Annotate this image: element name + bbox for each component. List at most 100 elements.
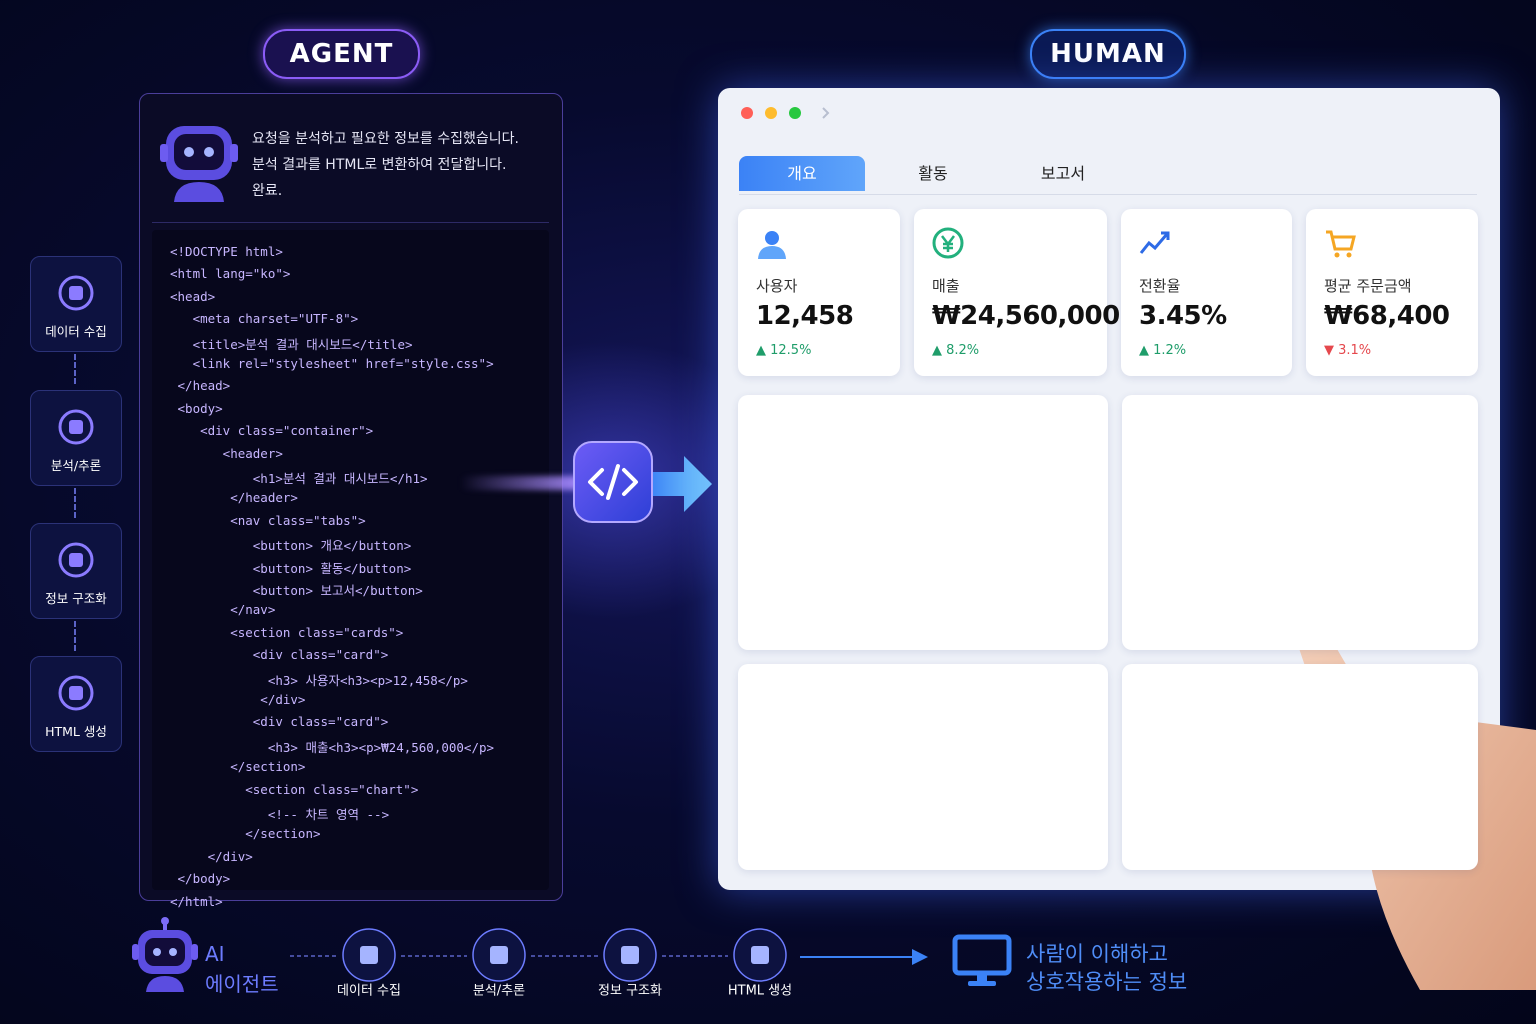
kpi-label: 매출 <box>932 277 960 295</box>
flow-step-circle <box>603 928 657 982</box>
code-line: </nav> <box>170 602 276 618</box>
kpi-icon <box>1326 230 1356 258</box>
flow-step-label: 데이터 수집 <box>337 984 401 999</box>
kpi-value: ₩68,400 <box>1324 301 1450 331</box>
tab[interactable]: 개요 <box>739 156 865 191</box>
code-block: <!DOCTYPE html> <html lang="ko"> <head> <m… <box>152 230 549 909</box>
flow-step-circle <box>472 928 526 982</box>
robot-icon <box>160 126 238 202</box>
code-line: </head> <box>170 378 231 394</box>
agent-message-line: 완료. <box>252 183 283 199</box>
code-line: <h1>분석 결과 대시보드</h1> <box>170 471 428 486</box>
code-line: <body> <box>170 400 223 416</box>
code-line: <!-- 차트 영역 --> <box>170 807 390 822</box>
code-line: <button> 보고서</button> <box>170 583 423 598</box>
agent-message-line: 분석 결과를 HTML로 변환하여 전달합니다. <box>252 157 507 173</box>
code-line: <button> 활동</button> <box>170 560 412 576</box>
activity-card <box>738 664 1108 870</box>
flow-step-label: 정보 구조화 <box>598 984 662 999</box>
code-line: <head> <box>170 288 216 304</box>
code-line: <html lang="ko"> <box>170 266 291 282</box>
kpi-card: 매출 ₩24,560,000 ▲ 8.2% <box>914 209 1120 376</box>
code-line: <title>분석 결과 대시보드</title> <box>170 336 413 352</box>
code-line: <div class="card"> <box>170 647 389 663</box>
kpi-label: 평균 주문금액 <box>1324 277 1412 295</box>
code-line: <header> <box>170 445 283 461</box>
agent-caption: AI <box>205 942 225 966</box>
flow-step-circle <box>733 928 787 982</box>
flow-step-circle <box>342 928 396 982</box>
tab-rule <box>739 194 1477 195</box>
kpi-value: 3.45% <box>1139 301 1227 331</box>
step-connector <box>74 354 76 384</box>
flow-arrow <box>800 949 928 965</box>
kpi-card: 전환율 3.45% ▲ 1.2% <box>1121 209 1292 376</box>
flow-step-label: HTML 생성 <box>728 984 792 999</box>
code-line: </html> <box>170 893 223 909</box>
code-line: <!DOCTYPE html> <box>170 244 283 259</box>
tab[interactable]: 보고서 <box>1040 164 1086 183</box>
step-connector <box>74 488 76 518</box>
chart-card <box>1122 395 1478 650</box>
flow-step-icon <box>751 946 769 964</box>
panel-divider <box>152 222 549 223</box>
pipeline-step: HTML 생성 <box>30 656 122 752</box>
code-icon <box>573 441 653 523</box>
step-icon <box>58 409 94 445</box>
kpi-change: ▲ 12.5% <box>756 343 812 358</box>
kpi-icon <box>1139 231 1170 254</box>
tab[interactable]: 활동 <box>918 164 948 183</box>
pipeline-step: 분석/추론 <box>30 390 122 486</box>
step-connector <box>74 621 76 651</box>
code-line: <h3> 매출<h3><p>₩24,560,000</p> <box>170 739 495 755</box>
code-line: <nav class="tabs"> <box>170 512 366 528</box>
beam <box>460 476 580 490</box>
result-caption: 사람이 이해하고 <box>1026 942 1168 966</box>
step-label: 데이터 수집 <box>45 324 107 339</box>
code-line: <button> 개요</button> <box>170 538 412 554</box>
goals-card <box>1122 664 1478 870</box>
result-caption: 상호작용하는 정보 <box>1026 970 1188 994</box>
flow-step-icon <box>621 946 639 964</box>
code-line: <section class="cards"> <box>170 624 404 640</box>
flow-step-icon <box>490 946 508 964</box>
convert-arrow <box>650 456 712 512</box>
kpi-icon <box>932 227 964 259</box>
flow-step-label: 분석/추론 <box>473 984 525 999</box>
code-line: <link rel="stylesheet" href="style.css"> <box>170 356 494 371</box>
human-badge: HUMAN <box>1030 29 1186 79</box>
kpi-card: 평균 주문금액 ₩68,400 ▼ 3.1% <box>1306 209 1478 376</box>
flow-step-icon <box>360 946 378 964</box>
chart-card <box>738 395 1108 650</box>
code-line: <h3> 사용자<h3><p>12,458</p> <box>170 672 468 688</box>
kpi-change: ▲ 8.2% <box>932 343 980 358</box>
step-icon <box>58 675 94 711</box>
monitor-icon <box>952 934 1012 986</box>
agent-caption: 에이전트 <box>205 972 279 996</box>
code-line: </header> <box>170 490 298 506</box>
pipeline-step: 정보 구조화 <box>30 523 122 619</box>
code-line: </section> <box>170 826 321 842</box>
code-line: </div> <box>170 848 253 864</box>
step-icon <box>58 275 94 311</box>
code-line: <section class="chart"> <box>170 781 419 797</box>
window-controls <box>741 107 830 119</box>
kpi-icon <box>758 231 786 259</box>
code-line: <meta charset="UTF-8"> <box>170 311 359 327</box>
code-line: </body> <box>170 871 231 887</box>
step-icon <box>58 542 94 578</box>
code-line: <div class="container"> <box>170 423 374 439</box>
kpi-value: 12,458 <box>756 301 854 331</box>
kpi-value: ₩24,560,000 <box>932 301 1120 331</box>
kpi-change: ▼ 3.1% <box>1324 343 1372 358</box>
code-line: </section> <box>170 759 306 775</box>
code-line: </div> <box>170 692 306 707</box>
step-label: HTML 생성 <box>45 724 107 739</box>
kpi-label: 전환율 <box>1139 277 1181 295</box>
kpi-change: ▲ 1.2% <box>1139 343 1187 358</box>
step-label: 정보 구조화 <box>45 591 107 606</box>
kpi-card: 사용자 12,458 ▲ 12.5% <box>738 209 900 376</box>
bottom-robot <box>132 917 198 992</box>
agent-badge: AGENT <box>263 29 420 79</box>
